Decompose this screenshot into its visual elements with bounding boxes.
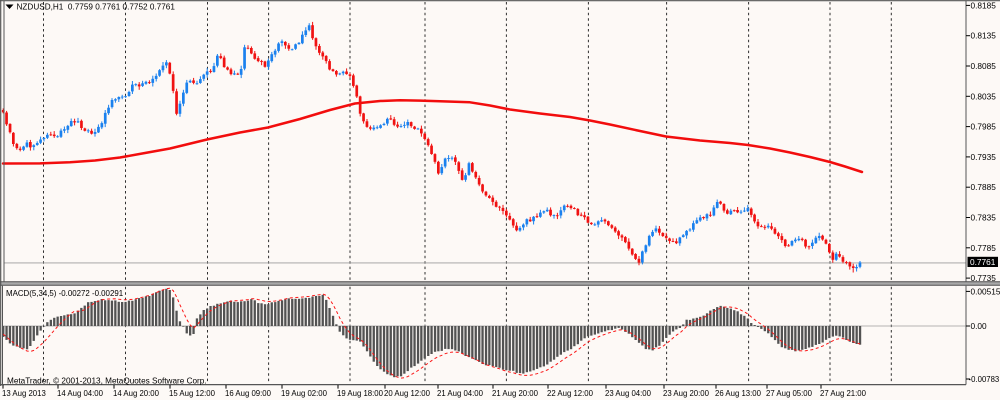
svg-text:20 Aug 12:00: 20 Aug 12:00 [384, 389, 431, 398]
svg-text:0.7935: 0.7935 [971, 152, 997, 162]
svg-text:23 Aug 20:00: 23 Aug 20:00 [663, 389, 710, 398]
svg-text:0.8185: 0.8185 [971, 0, 997, 10]
svg-text:0.7761: 0.7761 [970, 257, 996, 267]
svg-text:MetaTrader, © 2001-2013, MetaQ: MetaTrader, © 2001-2013, MetaQuotes Soft… [7, 376, 207, 385]
svg-text:0.8135: 0.8135 [971, 31, 997, 41]
svg-text:MACD(5,34,5) -0.00272 -0.00291: MACD(5,34,5) -0.00272 -0.00291 [6, 289, 123, 298]
svg-text:16 Aug 09:00: 16 Aug 09:00 [225, 389, 272, 398]
svg-text:0.00: 0.00 [971, 321, 988, 331]
svg-text:15 Aug 12:00: 15 Aug 12:00 [169, 389, 216, 398]
svg-text:0.7735: 0.7735 [971, 273, 997, 283]
svg-text:NZDUSD,H1 0.7759 0.7761 0.775: NZDUSD,H1 0.7759 0.7761 0.7752 0.7761 [17, 3, 176, 12]
svg-text:14 Aug 20:00: 14 Aug 20:00 [113, 389, 160, 398]
svg-text:0.7985: 0.7985 [971, 122, 997, 132]
svg-text:0.00515: 0.00515 [971, 286, 1000, 296]
svg-text:0.8085: 0.8085 [971, 61, 997, 71]
svg-text:13 Aug 2013: 13 Aug 2013 [2, 389, 46, 398]
svg-text:23 Aug 04:00: 23 Aug 04:00 [605, 389, 652, 398]
svg-text:0.7885: 0.7885 [971, 182, 997, 192]
svg-text:0.8035: 0.8035 [971, 91, 997, 101]
svg-text:19 Aug 02:00: 19 Aug 02:00 [281, 389, 328, 398]
svg-text:0.7785: 0.7785 [971, 243, 997, 253]
svg-text:-0.00783: -0.00783 [969, 374, 1000, 384]
svg-text:21 Aug 20:00: 21 Aug 20:00 [492, 389, 539, 398]
svg-text:26 Aug 13:00: 26 Aug 13:00 [715, 389, 762, 398]
svg-text:19 Aug 18:00: 19 Aug 18:00 [337, 389, 384, 398]
svg-text:27 Aug 05:00: 27 Aug 05:00 [766, 389, 813, 398]
svg-text:14 Aug 04:00: 14 Aug 04:00 [57, 389, 104, 398]
svg-text:21 Aug 04:00: 21 Aug 04:00 [437, 389, 484, 398]
svg-text:27 Aug 21:00: 27 Aug 21:00 [820, 389, 867, 398]
svg-text:22 Aug 12:00: 22 Aug 12:00 [547, 389, 594, 398]
svg-text:0.7835: 0.7835 [971, 213, 997, 223]
